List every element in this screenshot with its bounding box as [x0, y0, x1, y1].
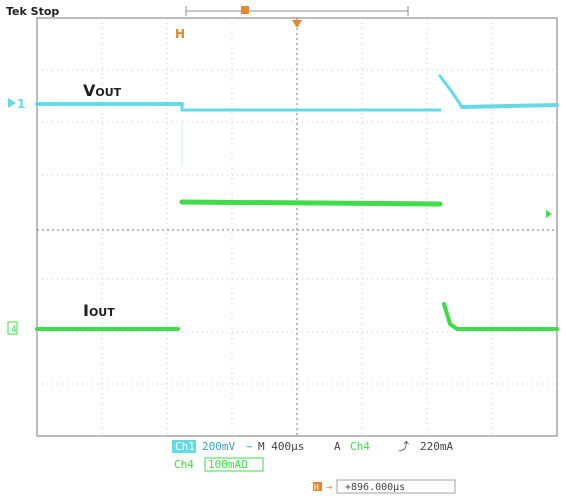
vout-label: VOUT	[83, 81, 122, 100]
svg-text:A: A	[334, 440, 341, 453]
readout-row-1: Ch1 200mV ~ M 400µs A Ch4 ⤴ 220mA	[172, 439, 453, 453]
svg-text:Ch4: Ch4	[174, 458, 194, 471]
svg-text:+896.000µs: +896.000µs	[345, 482, 405, 493]
ch1-waveform	[35, 74, 559, 166]
ch1-ground-marker: 1	[8, 97, 25, 111]
trigger-marker	[292, 20, 302, 28]
svg-text:1: 1	[17, 97, 25, 111]
svg-text:220mA: 220mA	[420, 440, 453, 453]
svg-text:Ch4: Ch4	[350, 440, 370, 453]
horizontal-marker: H	[175, 27, 185, 41]
ch4-ground-marker: 4	[7, 321, 18, 335]
acquisition-status: Tek Stop	[6, 5, 60, 18]
center-axes	[37, 18, 557, 436]
iout-label: IOUT	[83, 301, 115, 320]
svg-text:VOUT: VOUT	[83, 81, 122, 100]
svg-text:200mV: 200mV	[202, 440, 235, 453]
svg-text:100mAΩ: 100mAΩ	[208, 458, 248, 471]
ch4-offscreen-marker	[546, 210, 552, 218]
svg-text:H: H	[175, 27, 185, 41]
svg-text:M 400µs: M 400µs	[258, 440, 304, 453]
ch4-waveform	[35, 199, 559, 331]
svg-text:→: →	[326, 482, 332, 493]
svg-text:H: H	[314, 483, 319, 492]
readout-row-2: Ch4 100mAΩ	[174, 457, 264, 472]
svg-text:~: ~	[246, 440, 253, 453]
readout-row-3: H → +896.000µs	[313, 479, 456, 494]
top-bar	[185, 6, 409, 16]
svg-text:4: 4	[11, 325, 17, 335]
svg-text:Ch1: Ch1	[175, 440, 195, 453]
svg-text:IOUT: IOUT	[83, 301, 115, 320]
svg-text:⤴: ⤴	[398, 439, 409, 453]
